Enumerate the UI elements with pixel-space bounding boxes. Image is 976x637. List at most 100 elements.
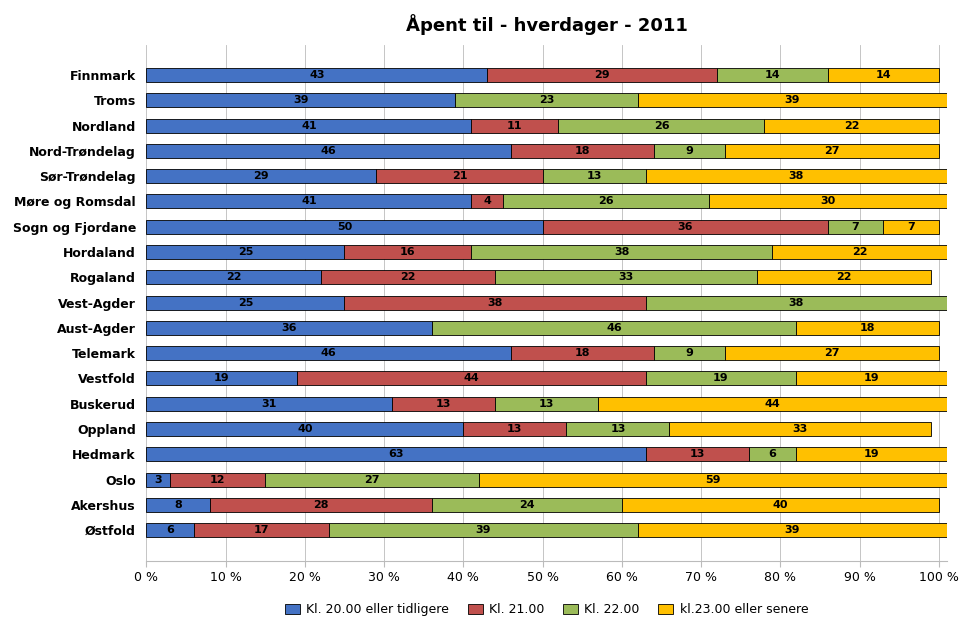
Text: 46: 46 [321, 348, 337, 358]
Text: 59: 59 [706, 475, 720, 485]
Bar [543, 220, 828, 234]
Text: 36: 36 [281, 323, 297, 333]
Text: 26: 26 [654, 120, 670, 131]
Text: 6: 6 [768, 449, 776, 459]
Bar [329, 523, 637, 537]
Bar [146, 144, 510, 158]
Text: 9: 9 [685, 146, 693, 156]
Legend: Kl. 20.00 eller tidligere, Kl. 21.00, Kl. 22.00, kl.23.00 eller senere: Kl. 20.00 eller tidligere, Kl. 21.00, Kl… [280, 598, 813, 621]
Text: 22: 22 [225, 272, 241, 282]
Text: 8: 8 [175, 500, 182, 510]
Text: 16: 16 [400, 247, 416, 257]
Text: 46: 46 [321, 146, 337, 156]
Text: 18: 18 [860, 323, 875, 333]
Bar [645, 447, 749, 461]
Text: 27: 27 [824, 146, 839, 156]
Bar [146, 245, 345, 259]
Bar [796, 321, 939, 335]
Bar [265, 473, 479, 487]
Text: 19: 19 [864, 373, 879, 383]
Text: 29: 29 [594, 70, 610, 80]
Bar [796, 447, 947, 461]
Bar [146, 194, 471, 208]
Bar [146, 473, 170, 487]
Text: 13: 13 [689, 449, 705, 459]
Bar [756, 270, 931, 284]
Text: 33: 33 [793, 424, 808, 434]
Bar [194, 523, 329, 537]
Text: 11: 11 [508, 120, 522, 131]
Text: 38: 38 [487, 297, 503, 308]
Bar [883, 220, 939, 234]
Bar [645, 169, 947, 183]
Text: 21: 21 [452, 171, 468, 181]
Text: 30: 30 [820, 196, 835, 206]
Text: 63: 63 [388, 449, 404, 459]
Text: 12: 12 [210, 475, 225, 485]
Text: 13: 13 [587, 171, 602, 181]
Text: 3: 3 [154, 475, 162, 485]
Bar [645, 296, 947, 310]
Bar [479, 473, 947, 487]
Bar [622, 498, 939, 512]
Bar [670, 422, 931, 436]
Text: 18: 18 [575, 348, 590, 358]
Bar [654, 346, 725, 360]
Text: 13: 13 [508, 424, 522, 434]
Text: 7: 7 [907, 222, 915, 232]
Bar [146, 498, 210, 512]
Text: 39: 39 [785, 525, 800, 535]
Bar [828, 220, 883, 234]
Text: 44: 44 [764, 399, 780, 409]
Bar [146, 220, 543, 234]
Text: 7: 7 [852, 222, 860, 232]
Bar [828, 68, 939, 82]
Text: 19: 19 [214, 373, 229, 383]
Bar [510, 346, 654, 360]
Bar [717, 68, 828, 82]
Text: 6: 6 [166, 525, 174, 535]
Bar [543, 169, 645, 183]
Text: 44: 44 [464, 373, 479, 383]
Text: 25: 25 [238, 247, 253, 257]
Text: 28: 28 [313, 500, 329, 510]
Text: 38: 38 [789, 297, 804, 308]
Bar [321, 270, 495, 284]
Bar [510, 144, 654, 158]
Text: 25: 25 [238, 297, 253, 308]
Bar [297, 371, 645, 385]
Text: 18: 18 [575, 146, 590, 156]
Text: 9: 9 [685, 348, 693, 358]
Bar [772, 245, 947, 259]
Bar [503, 194, 709, 208]
Bar [345, 245, 471, 259]
Bar [146, 346, 510, 360]
Bar [471, 118, 558, 132]
Bar [146, 321, 431, 335]
Text: 39: 39 [293, 96, 308, 105]
Bar [146, 523, 194, 537]
Bar [146, 118, 471, 132]
Text: 14: 14 [764, 70, 780, 80]
Title: Åpent til - hverdager - 2011: Åpent til - hverdager - 2011 [406, 14, 687, 34]
Text: 19: 19 [864, 449, 879, 459]
Text: 31: 31 [262, 399, 277, 409]
Bar [146, 270, 321, 284]
Bar [558, 118, 764, 132]
Text: 22: 22 [400, 272, 416, 282]
Text: 39: 39 [785, 96, 800, 105]
Bar [725, 346, 939, 360]
Text: 13: 13 [610, 424, 626, 434]
Bar [645, 371, 796, 385]
Bar [566, 422, 670, 436]
Bar [170, 473, 265, 487]
Bar [146, 422, 464, 436]
Text: 33: 33 [618, 272, 633, 282]
Bar [376, 169, 543, 183]
Text: 38: 38 [789, 171, 804, 181]
Text: 22: 22 [836, 272, 851, 282]
Text: 22: 22 [844, 120, 860, 131]
Bar [654, 144, 725, 158]
Bar [464, 422, 566, 436]
Text: 39: 39 [475, 525, 491, 535]
